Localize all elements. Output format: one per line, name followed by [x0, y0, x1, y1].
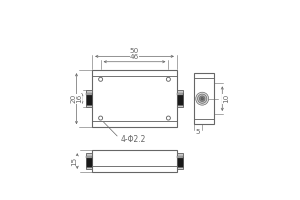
Text: 5: 5: [196, 129, 200, 135]
Text: 16: 16: [76, 94, 82, 103]
Text: 4-Φ2.2: 4-Φ2.2: [121, 135, 146, 144]
Text: 50: 50: [130, 48, 139, 54]
Bar: [86, 156, 92, 158]
Bar: [92, 150, 177, 172]
Bar: [86, 93, 92, 105]
Bar: [194, 73, 214, 124]
Bar: [177, 153, 183, 169]
Circle shape: [198, 94, 207, 103]
Circle shape: [196, 92, 209, 105]
Bar: [92, 70, 177, 127]
Bar: [177, 156, 183, 158]
Bar: [177, 93, 183, 105]
Bar: [86, 153, 92, 169]
Bar: [86, 157, 92, 167]
Bar: [177, 157, 183, 167]
Text: 15: 15: [71, 156, 77, 166]
Text: 10: 10: [223, 94, 229, 103]
Text: 20: 20: [70, 94, 76, 103]
Bar: [177, 93, 183, 95]
Bar: [86, 93, 92, 95]
Circle shape: [202, 98, 203, 99]
Circle shape: [200, 96, 205, 101]
Bar: [177, 90, 183, 107]
Text: 46: 46: [130, 54, 139, 60]
Bar: [86, 90, 92, 107]
Circle shape: [201, 97, 203, 100]
